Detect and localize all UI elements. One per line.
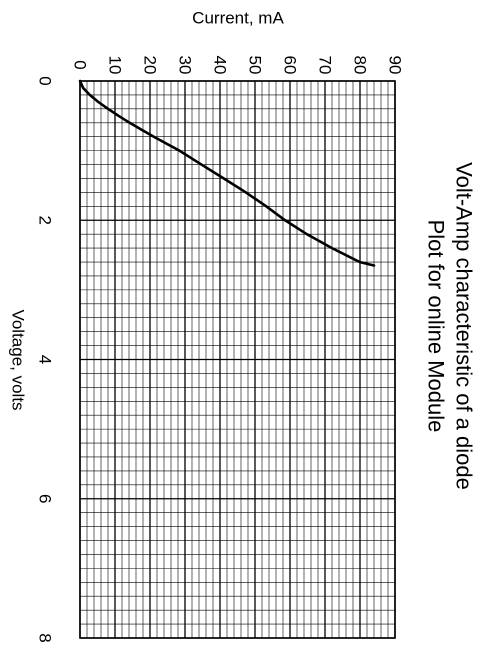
current-tick-label: 80 xyxy=(351,56,370,75)
current-tick-label: 0 xyxy=(71,60,90,69)
tick-labels: 0 10 20 30 40 50 60 70 80 90 0 2 4 6 8 xyxy=(36,56,405,643)
current-tick-label: 20 xyxy=(141,56,160,75)
current-tick-label: 70 xyxy=(316,56,335,75)
current-tick-label: 60 xyxy=(281,56,300,75)
current-tick-label: 50 xyxy=(246,56,265,75)
voltage-tick-label: 0 xyxy=(36,76,55,85)
diode-iv-curve xyxy=(78,79,376,267)
x-axis-label: Voltage, volts xyxy=(9,309,28,410)
current-tick-label: 40 xyxy=(211,56,230,75)
y-axis-label: Current, mA xyxy=(192,9,284,28)
voltage-tick-label: 6 xyxy=(36,494,55,503)
plot-frame xyxy=(79,80,396,639)
grid xyxy=(79,80,396,639)
voltage-tick-label: 8 xyxy=(36,633,55,642)
current-tick-label: 90 xyxy=(386,56,405,75)
chart-subtitle: Plot for online Module xyxy=(424,220,449,433)
chart-title: Volt-Amp characteristic of a diode xyxy=(452,162,477,490)
current-tick-label: 10 xyxy=(106,56,125,75)
curve-layer xyxy=(78,79,376,267)
voltage-tick-label: 4 xyxy=(36,355,55,364)
voltage-tick-label: 2 xyxy=(36,216,55,225)
current-tick-label: 30 xyxy=(176,56,195,75)
